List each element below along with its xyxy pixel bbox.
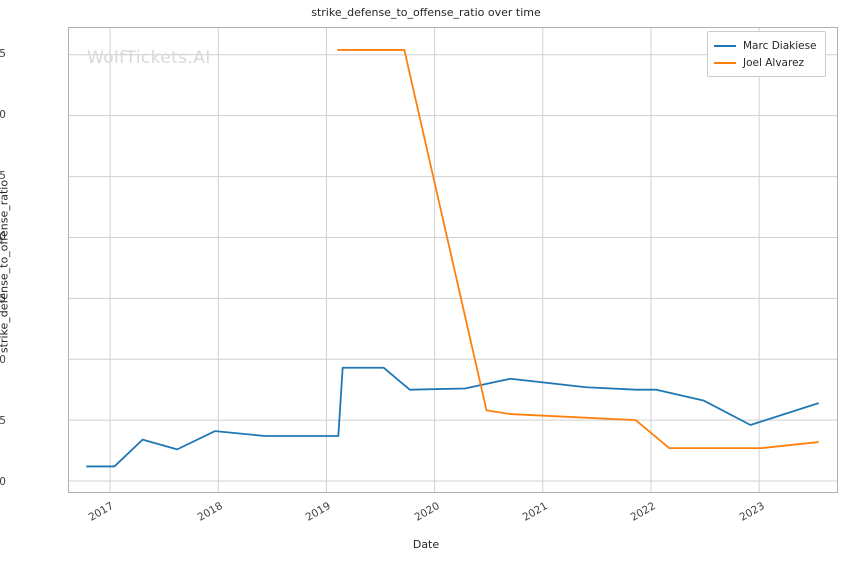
y-tick-label: 1.75 [0, 170, 6, 183]
x-tick-label: 2021 [520, 500, 550, 524]
series-line-0 [86, 366, 819, 468]
series-lines [86, 49, 819, 468]
x-tick-label: 2022 [629, 500, 659, 524]
y-tick-label: 0.50 [0, 475, 6, 488]
legend-label: Joel Alvarez [743, 56, 805, 69]
y-tick-label: 1.50 [0, 231, 6, 244]
y-axis-label: strike_defense_to_offense_ratio [0, 179, 11, 354]
x-tick-label: 2020 [412, 500, 442, 524]
chart-legend[interactable]: Marc Diakiese Joel Alvarez [707, 31, 826, 77]
y-tick-label: 2.25 [0, 47, 6, 60]
y-tick-label: 0.75 [0, 414, 6, 427]
grid-lines [69, 28, 837, 492]
y-tick-label: 1.25 [0, 292, 6, 305]
watermark-text: WolfTickets.AI [87, 48, 211, 68]
legend-label: Marc Diakiese [743, 39, 817, 52]
x-tick-label: 2017 [86, 500, 116, 524]
x-tick-label: 2023 [737, 500, 767, 524]
series-line-1 [337, 49, 819, 450]
legend-item[interactable]: Joel Alvarez [714, 54, 817, 71]
plot-area: WolfTickets.AI [68, 27, 838, 493]
legend-color-swatch [714, 61, 736, 64]
y-tick-label: 1.00 [0, 353, 6, 366]
legend-item[interactable]: Marc Diakiese [714, 37, 817, 54]
x-tick-label: 2018 [195, 500, 225, 524]
x-tick-label: 2019 [303, 500, 333, 524]
watermark-layer: WolfTickets.AI [69, 28, 837, 492]
legend-color-swatch [714, 44, 736, 47]
x-axis-label: Date [412, 538, 440, 551]
chart-title: strike_defense_to_offense_ratio over tim… [311, 6, 541, 19]
y-tick-label: 2.00 [0, 109, 6, 122]
